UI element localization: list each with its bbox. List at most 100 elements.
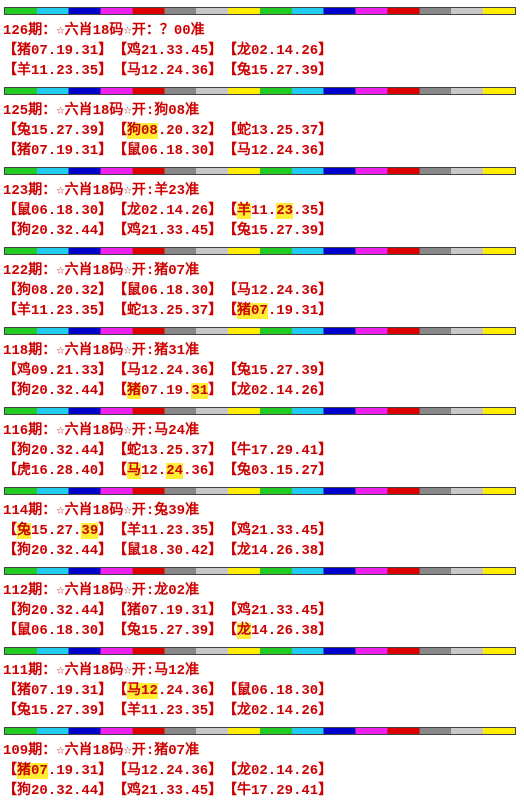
item-text: 【鸡21.33.45】 xyxy=(223,603,333,619)
item-text: 【狗08.20.32】 xyxy=(3,283,113,299)
zodiac-item: 【狗20.32.44】 xyxy=(3,221,113,241)
item-text: 【兔15.27.39】 xyxy=(3,123,113,139)
zodiac-item: 【鸡09.21.33】 xyxy=(3,361,113,381)
zodiac-item: 【狗20.32.44】 xyxy=(3,381,113,401)
zodiac-item: 【龙02.14.26】 xyxy=(223,381,333,401)
item-text: 【龙14.26.38】 xyxy=(223,543,333,559)
item-text: 【龙02.14.26】 xyxy=(113,203,223,219)
item-text: 【狗20.32.44】 xyxy=(3,383,113,399)
item-text: 【羊11.23.35】 xyxy=(113,703,223,719)
issue-block: 118期：☆六肖18码☆开:猪31准 【鸡09.21.33】 【马12.24.36】… xyxy=(0,320,524,400)
item-text: 15.27. xyxy=(31,523,82,539)
item-highlight: 狗08 xyxy=(127,123,158,139)
item-text: 【蛇13.25.37】 xyxy=(113,303,223,319)
color-stripe xyxy=(4,247,516,255)
item-text: 【猪07.19.31】 xyxy=(113,603,223,619)
item-text: 11. xyxy=(251,203,277,219)
item-text: 【兔15.27.39】 xyxy=(223,363,333,379)
zodiac-item: 【蛇13.25.37】 xyxy=(113,301,223,321)
item-text: 【兔15.27.39】 xyxy=(223,223,333,239)
zodiac-item: 【羊11.23.35】 xyxy=(113,521,223,541)
zodiac-item: 【虎16.28.40】 xyxy=(3,461,113,481)
item-text: 【狗20.32.44】 xyxy=(3,603,113,619)
item-row: 【猪07.19.31】 【鸡21.33.45】 【龙02.14.26】 xyxy=(0,41,524,61)
item-text: 【鼠06.18.30】 xyxy=(223,683,333,699)
item-text: 【马12.24.36】 xyxy=(113,63,223,79)
color-stripe xyxy=(4,167,516,175)
item-text: 【 xyxy=(3,763,17,779)
item-text: 【 xyxy=(3,523,17,539)
item-highlight: 猪07 xyxy=(17,763,48,779)
item-row: 【狗20.32.44】 【猪07.19.31】 【鸡21.33.45】 xyxy=(0,601,524,621)
item-text: 【马12.24.36】 xyxy=(223,283,333,299)
zodiac-item: 【羊11.23.35】 xyxy=(113,701,223,721)
item-text: 【 xyxy=(113,463,127,479)
item-text: 【兔03.15.27】 xyxy=(223,463,333,479)
zodiac-item: 【龙02.14.26】 xyxy=(223,761,333,781)
zodiac-item: 【马12.24.36】 xyxy=(223,281,333,301)
item-row: 【羊11.23.35】 【蛇13.25.37】 【猪07.19.31】 xyxy=(0,301,524,321)
issue-block: 109期：☆六肖18码☆开:猪07准 【猪07.19.31】 【马12.24.36】… xyxy=(0,720,524,800)
issue-title: 118期：☆六肖18码☆开:猪31准 xyxy=(3,343,200,359)
issue-block: 126期：☆六肖18码☆开：？00准 【猪07.19.31】 【鸡21.33.45】… xyxy=(0,0,524,80)
item-text: .19.31】 xyxy=(267,303,333,319)
item-text: 【狗20.32.44】 xyxy=(3,783,113,799)
zodiac-item: 【牛17.29.41】 xyxy=(223,441,333,461)
item-text: 【龙02.14.26】 xyxy=(223,763,333,779)
zodiac-item: 【兔15.27.39】 xyxy=(223,361,333,381)
zodiac-item: 【马12.24.36】 xyxy=(113,681,223,701)
zodiac-item: 【鸡21.33.45】 xyxy=(113,41,223,61)
item-row: 【狗08.20.32】 【鼠06.18.30】 【马12.24.36】 xyxy=(0,281,524,301)
issue-title: 111期：☆六肖18码☆开:马12准 xyxy=(3,663,200,679)
zodiac-item: 【猪07.19.31】 xyxy=(223,301,333,321)
item-text: 【龙02.14.26】 xyxy=(223,383,333,399)
zodiac-item: 【狗20.32.44】 xyxy=(3,541,113,561)
item-text: 【羊11.23.35】 xyxy=(3,303,113,319)
item-highlight: 龙 xyxy=(237,623,251,639)
issue-block: 116期：☆六肖18码☆开:马24准 【狗20.32.44】 【蛇13.25.37】… xyxy=(0,400,524,480)
zodiac-item: 【兔15.27.39】 xyxy=(223,61,333,81)
item-highlight: 24 xyxy=(166,463,184,479)
zodiac-item: 【马12.24.36】 xyxy=(113,361,223,381)
item-row: 【狗20.32.44】 【蛇13.25.37】 【牛17.29.41】 xyxy=(0,441,524,461)
zodiac-item: 【羊11.23.35】 xyxy=(3,301,113,321)
item-highlight: 马12 xyxy=(127,683,158,699)
issue-block: 123期：☆六肖18码☆开:羊23准 【鼠06.18.30】 【龙02.14.26】… xyxy=(0,160,524,240)
item-row: 【猪07.19.31】 【马12.24.36】 【鼠06.18.30】 xyxy=(0,681,524,701)
item-text: 【鼠18.30.42】 xyxy=(113,543,223,559)
issue-title: 109期：☆六肖18码☆开:猪07准 xyxy=(3,743,200,759)
color-stripe xyxy=(4,87,516,95)
item-row: 【鼠06.18.30】 【龙02.14.26】 【羊11.23.35】 xyxy=(0,201,524,221)
zodiac-item: 【蛇13.25.37】 xyxy=(113,441,223,461)
zodiac-item: 【鸡21.33.45】 xyxy=(223,601,333,621)
item-text: .35】 xyxy=(293,203,333,219)
item-text: 【 xyxy=(223,623,237,639)
item-text: 【狗20.32.44】 xyxy=(3,223,113,239)
zodiac-item: 【狗08.20.32】 xyxy=(3,281,113,301)
zodiac-item: 【狗20.32.44】 xyxy=(3,601,113,621)
item-text: .20.32】 xyxy=(157,123,223,139)
item-text: 【狗20.32.44】 xyxy=(3,443,113,459)
item-text: 【鸡09.21.33】 xyxy=(3,363,113,379)
item-row: 【兔15.27.39】 【狗08.20.32】 【蛇13.25.37】 xyxy=(0,121,524,141)
item-text: 【猪07.19.31】 xyxy=(3,683,113,699)
item-row: 【猪07.19.31】 【鼠06.18.30】 【马12.24.36】 xyxy=(0,141,524,161)
zodiac-item: 【兔15.27.39】 xyxy=(113,621,223,641)
item-text: 【蛇13.25.37】 xyxy=(113,443,223,459)
issue-title: 125期：☆六肖18码☆开:狗08准 xyxy=(3,103,200,119)
zodiac-item: 【猪07.19.31】 xyxy=(3,761,113,781)
issue-title: 114期：☆六肖18码☆开:兔39准 xyxy=(3,503,200,519)
zodiac-item: 【猪07.19.31】 xyxy=(3,141,113,161)
item-text: 【鸡21.33.45】 xyxy=(223,523,333,539)
color-stripe xyxy=(4,567,516,575)
issue-block: 114期：☆六肖18码☆开:兔39准 【兔15.27.39】 【羊11.23.35】… xyxy=(0,480,524,560)
item-text: 【 xyxy=(223,203,237,219)
item-text: 【龙02.14.26】 xyxy=(223,703,333,719)
item-text: .36】 xyxy=(183,463,223,479)
color-stripe xyxy=(4,487,516,495)
zodiac-item: 【羊11.23.35】 xyxy=(3,61,113,81)
color-stripe xyxy=(4,647,516,655)
zodiac-item: 【牛17.29.41】 xyxy=(223,781,333,801)
issue-title: 116期：☆六肖18码☆开:马24准 xyxy=(3,423,200,439)
